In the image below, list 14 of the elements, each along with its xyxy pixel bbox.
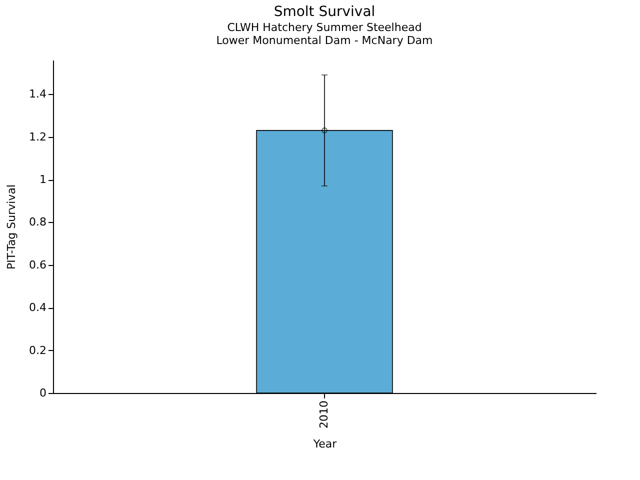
y-tick-label: 0.8 [29,216,46,229]
x-tick-label: 2010 [318,400,330,428]
y-tick-label: 1.2 [29,130,46,144]
y-tick-label: 0 [40,386,46,400]
y-tick-label: 0.4 [29,301,46,314]
x-axis-title: Year [312,437,338,450]
text: CLWH Hatchery Summer Steelhead [227,21,422,34]
y-tick-label: 0.2 [29,344,46,357]
y-axis-title: PIT-Tag Survival [5,184,18,270]
y-tick-label: 1 [40,173,46,186]
text: Lower Monumental Dam - McNary Dam [216,34,433,47]
chart-title: Smolt Survival [274,4,376,20]
y-tick-label: 0.6 [29,258,46,272]
y-tick-label: 1.4 [29,88,46,101]
